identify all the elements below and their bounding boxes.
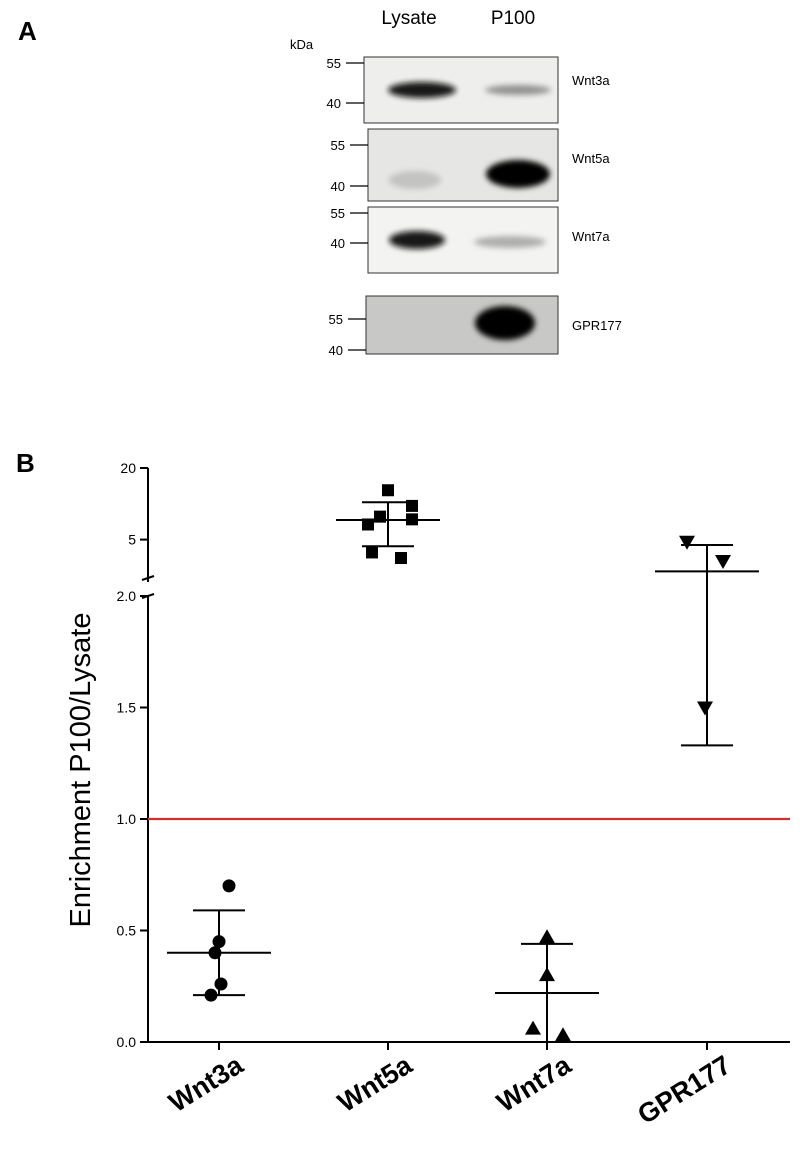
marker-55: 55 — [329, 312, 343, 327]
y-tick-label: 2.0 — [117, 588, 137, 604]
data-point — [212, 935, 226, 949]
points-gpr177 — [679, 535, 731, 716]
data-point — [539, 929, 555, 944]
y-tick-label: 1.0 — [117, 811, 137, 827]
data-point — [697, 701, 713, 716]
axis-break-mark — [141, 575, 155, 581]
y-tick-label: 1.5 — [117, 700, 137, 716]
band-lysate — [389, 231, 445, 249]
error-bar-gpr177 — [655, 544, 759, 747]
western-blot-panel: Lysate P100 kDa 55 40 Wnt3a 55 40 Wnt5a — [290, 8, 622, 358]
data-point — [362, 518, 374, 531]
category-label-gpr177: GPR177 — [632, 1050, 736, 1130]
marker-55: 55 — [331, 206, 345, 221]
band-p100 — [485, 85, 551, 95]
marker-40: 40 — [331, 179, 345, 194]
kda-unit-label: kDa — [290, 37, 314, 52]
band-lysate — [388, 82, 456, 98]
y-tick-label: 5 — [128, 532, 136, 548]
data-point — [208, 946, 222, 960]
blot-name-wnt3a: Wnt3a — [572, 73, 610, 88]
points-wnt5a — [362, 484, 418, 565]
panel-letter-a: A — [18, 16, 37, 46]
data-point — [374, 510, 386, 523]
data-point — [406, 513, 418, 526]
y-tick-label: 0.5 — [117, 923, 137, 939]
category-label-wnt3a: Wnt3a — [164, 1049, 249, 1118]
lane-label-lysate: Lysate — [381, 8, 436, 29]
lane-label-p100: P100 — [491, 8, 535, 29]
data-point — [366, 546, 378, 559]
category-label-wnt7a: Wnt7a — [492, 1049, 577, 1118]
data-point — [555, 1027, 571, 1042]
blot-name-wnt7a: Wnt7a — [572, 229, 610, 244]
blot-name-gpr177: GPR177 — [572, 318, 622, 333]
data-point — [679, 535, 695, 550]
blot-strip-wnt3a: 55 40 Wnt3a — [327, 56, 610, 124]
panel-letter-b: B — [16, 448, 35, 478]
points-wnt7a — [525, 929, 571, 1042]
y-axis-label: Enrichment P100/Lysate — [65, 613, 97, 928]
error-bars — [167, 501, 759, 1043]
y-tick-label: 20 — [120, 460, 136, 476]
points-wnt3a — [204, 879, 236, 1002]
marker-40: 40 — [331, 236, 345, 251]
data-point — [214, 977, 228, 991]
data-point — [539, 967, 555, 982]
data-point — [406, 499, 418, 512]
data-points — [204, 484, 731, 1042]
blot-name-wnt5a: Wnt5a — [572, 151, 610, 166]
band-lysate — [389, 171, 441, 189]
data-point — [525, 1020, 541, 1035]
error-bar-wnt5a — [336, 501, 440, 548]
data-point — [395, 552, 407, 565]
data-point — [715, 555, 731, 570]
data-point — [222, 879, 236, 893]
scatter-chart: Enrichment P100/Lysate 0.0 0.5 1.0 1.5 2.0 5 2… — [65, 460, 790, 1130]
blot-strip-gpr177: 55 40 GPR177 — [329, 295, 622, 358]
band-p100 — [474, 236, 546, 248]
error-bar-wnt7a — [495, 942, 599, 1043]
marker-55: 55 — [331, 138, 345, 153]
blot-strip-wnt7a: 55 40 Wnt7a — [331, 206, 610, 274]
category-labels: Wnt3a Wnt5a Wnt7a GPR177 — [164, 1049, 737, 1130]
data-point — [204, 988, 218, 1002]
marker-40: 40 — [329, 343, 343, 358]
category-label-wnt5a: Wnt5a — [333, 1049, 418, 1118]
marker-55: 55 — [327, 56, 341, 71]
y-tick-label: 0.0 — [117, 1034, 137, 1050]
marker-40: 40 — [327, 96, 341, 111]
data-point — [382, 484, 394, 497]
blot-strip-wnt5a: 55 40 Wnt5a — [331, 128, 610, 202]
band-p100 — [486, 160, 550, 188]
band-p100 — [475, 306, 535, 340]
axes: 0.0 0.5 1.0 1.5 2.0 5 20 — [117, 460, 790, 1050]
